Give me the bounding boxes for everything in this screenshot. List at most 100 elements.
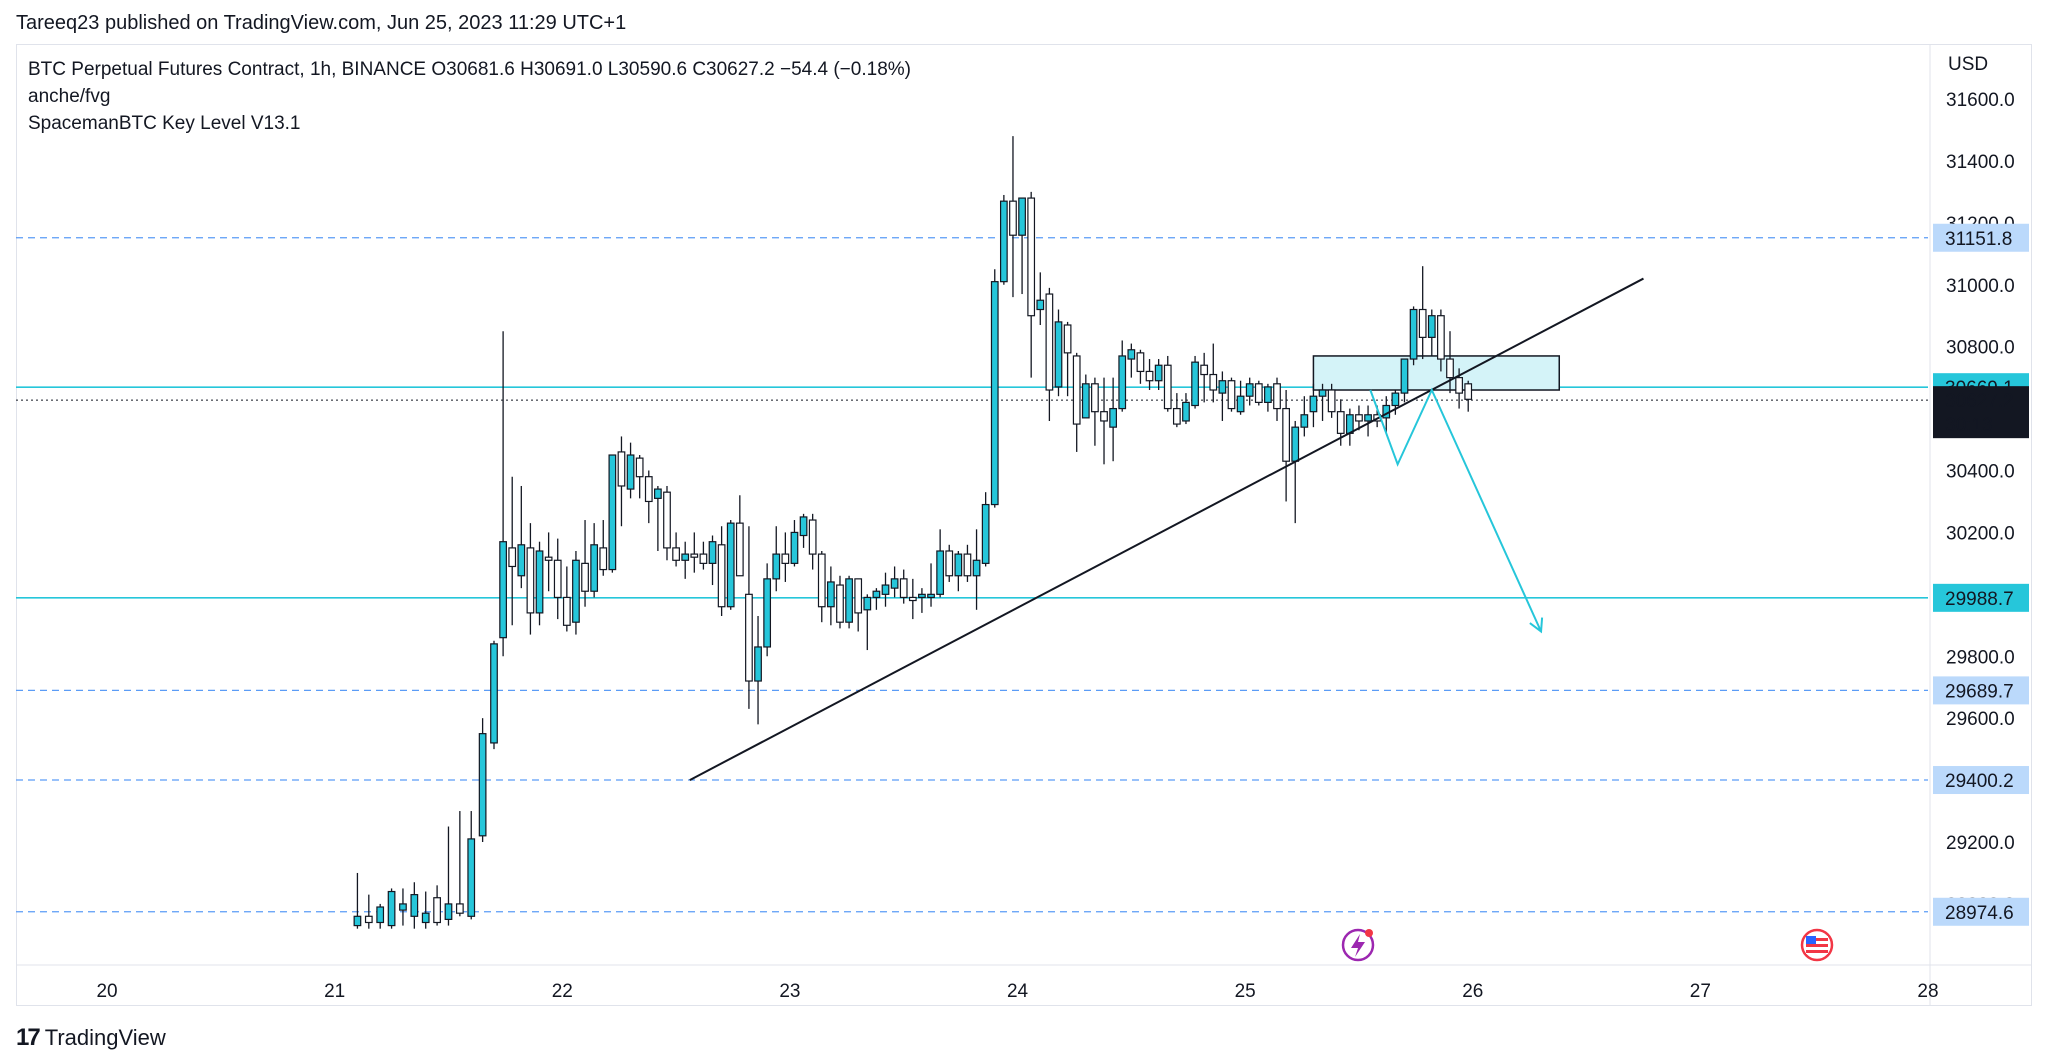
tradingview-brand: TradingView xyxy=(44,1025,166,1050)
candle-body xyxy=(681,553,690,561)
candle-body xyxy=(872,590,881,599)
candle-body xyxy=(1409,308,1418,360)
indicator-fvg[interactable]: anche/fvg xyxy=(28,86,111,107)
key-level-tag-label: 31151.8 xyxy=(1945,229,2012,250)
chart-legend: BTC Perpetual Futures Contract, 1h, BINA… xyxy=(28,56,911,137)
candle-body xyxy=(836,584,844,623)
candle-body xyxy=(1391,392,1400,407)
candle-body xyxy=(1163,364,1172,410)
candle-body xyxy=(972,559,981,577)
time-tick-label: 20 xyxy=(96,981,117,1002)
candle-body xyxy=(1081,383,1090,419)
time-tick-label: 28 xyxy=(1917,981,1938,1002)
last-price-tag-label: 30627.2 xyxy=(1945,391,2014,412)
candle-body xyxy=(399,903,407,911)
candle-body xyxy=(1300,414,1309,428)
key-levels xyxy=(16,237,1928,913)
price-tick-label: 29600.0 xyxy=(1946,709,2015,730)
candle-body xyxy=(490,643,498,744)
candle-body xyxy=(863,596,872,611)
candle-body xyxy=(1209,373,1218,391)
us-flag-icon-stripe xyxy=(1806,950,1828,953)
candle-body xyxy=(745,593,753,682)
currency-label: USD xyxy=(1948,54,1988,75)
key-level-tag-bg xyxy=(1933,223,2029,252)
candle-body xyxy=(1345,414,1354,434)
tradingview-logo-icon: 17 xyxy=(16,1024,41,1051)
price-tick-label: 31000.0 xyxy=(1946,276,2015,297)
candle-body xyxy=(410,894,419,917)
candle-body xyxy=(1309,395,1318,413)
candle-body xyxy=(1136,352,1145,373)
candle-body xyxy=(1091,383,1099,413)
lightning-icon-bolt xyxy=(1351,934,1365,957)
price-tick-label: 30200.0 xyxy=(1946,523,2015,544)
lightning-event-icon[interactable] xyxy=(1341,928,1375,962)
candle-body xyxy=(1191,361,1199,407)
candle-body xyxy=(387,890,396,927)
us-flag-icon-stripe xyxy=(1806,938,1828,941)
candle-body xyxy=(1327,389,1336,413)
candle-body xyxy=(1236,395,1245,413)
candle-body xyxy=(1145,370,1154,382)
time-tick-label: 21 xyxy=(324,981,345,1002)
price-tick-label: 30400.0 xyxy=(1946,462,2015,483)
candle-body xyxy=(1109,407,1118,428)
us-flag-event-icon[interactable] xyxy=(1800,928,1834,962)
time-tick-label: 23 xyxy=(779,981,800,1002)
candle-body xyxy=(1273,383,1281,410)
chart-frame xyxy=(16,44,2032,1006)
candle-body xyxy=(1072,355,1081,425)
time-tick-label: 24 xyxy=(1007,981,1029,1002)
candle-body xyxy=(1018,197,1026,236)
candle-body xyxy=(826,581,835,608)
candle-body xyxy=(954,553,963,577)
price-tags: 31151.829689.729400.228974.630669.129988… xyxy=(1933,223,2029,926)
key-level-tag-label: 29400.2 xyxy=(1945,771,2014,792)
us-flag-icon-stripe xyxy=(1806,944,1828,947)
key-level-tag-bg xyxy=(1933,766,2029,795)
candle-body xyxy=(981,503,990,564)
candle-body xyxy=(376,906,385,924)
candles xyxy=(353,136,1473,929)
candle-body xyxy=(467,838,476,917)
trendline xyxy=(689,277,1644,781)
candle-body xyxy=(444,903,453,920)
candle-body xyxy=(754,646,762,682)
candle-body xyxy=(644,476,653,503)
indicator-key-level[interactable]: SpacemanBTC Key Level V13.1 xyxy=(28,113,301,134)
tradingview-logo[interactable]: 17 TradingView xyxy=(16,1024,166,1052)
price-tick-label: 31600.0 xyxy=(1946,90,2015,111)
candle-body xyxy=(1036,299,1045,311)
symbol-ohlc-line: BTC Perpetual Futures Contract, 1h, BINA… xyxy=(28,59,911,80)
axes: USD31600.031400.031200.031000.030800.030… xyxy=(16,44,2032,1005)
candle-body xyxy=(455,903,464,914)
candle-body xyxy=(854,578,863,614)
time-tick-label: 26 xyxy=(1462,981,1483,1002)
lightning-icon-dot xyxy=(1365,929,1373,937)
candle-body xyxy=(717,544,726,608)
candle-body xyxy=(990,281,999,506)
candle-body xyxy=(1127,349,1136,360)
candle-body xyxy=(1455,377,1463,394)
candle-body xyxy=(1336,411,1345,434)
candle-body xyxy=(735,522,744,577)
candle-body xyxy=(353,915,362,927)
key-level-tag-bg xyxy=(1933,897,2029,926)
candle-body xyxy=(1264,386,1272,403)
candle-body xyxy=(581,562,589,592)
fvg-zone xyxy=(1312,355,1561,391)
candle-body xyxy=(572,559,580,623)
publish-caption: Tareeq23 published on TradingView.com, J… xyxy=(16,12,627,34)
candle-body xyxy=(781,553,790,564)
candle-body xyxy=(1400,358,1409,394)
candle-body xyxy=(918,593,926,599)
candle-body xyxy=(364,915,373,924)
event-icons xyxy=(1341,928,1834,962)
candle-body xyxy=(1154,364,1163,382)
candle-body xyxy=(1446,358,1454,379)
candle-body xyxy=(1318,389,1327,397)
candle-body xyxy=(690,553,699,558)
candle-body xyxy=(535,550,544,614)
